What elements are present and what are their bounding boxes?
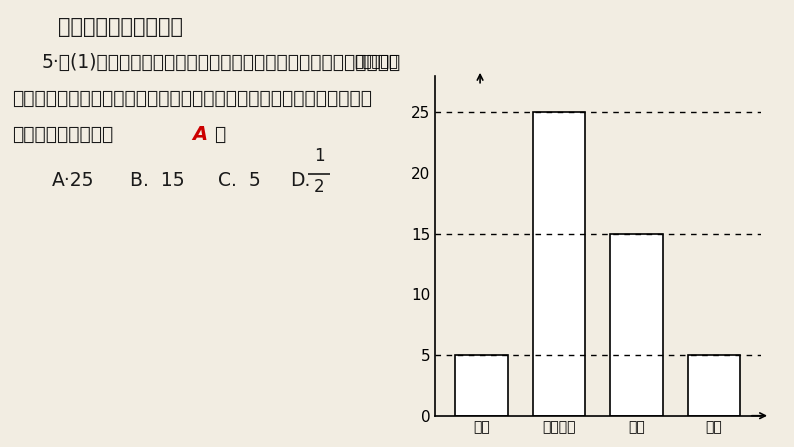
Text: ）: ） <box>214 125 225 144</box>
Y-axis label: 人数（人）: 人数（人） <box>355 54 399 69</box>
Bar <box>611 234 663 416</box>
Text: D.: D. <box>290 171 310 190</box>
Text: 演艺明星的频数是（: 演艺明星的频数是（ <box>12 125 114 144</box>
Text: 1: 1 <box>314 147 324 165</box>
Text: A·25: A·25 <box>52 171 94 190</box>
Text: A: A <box>192 125 207 144</box>
Bar <box>688 355 741 416</box>
Text: C.  5: C. 5 <box>218 171 260 190</box>
Text: B.  15: B. 15 <box>130 171 185 190</box>
Text: 5·九(1)班进行一次「你心目中最喜欢的一个演艺明星」问卷调查，将: 5·九(1)班进行一次「你心目中最喜欢的一个演艺明星」问卷调查，将 <box>42 53 401 72</box>
Bar <box>533 112 585 416</box>
Text: 2: 2 <box>314 178 324 196</box>
Text: 知识点二：频数与频率: 知识点二：频数与频率 <box>58 17 183 37</box>
Bar <box>455 355 508 416</box>
Text: 数据整理后绘制成统计图，如图，根据图中信息可得，最受同学们喜欢的: 数据整理后绘制成统计图，如图，根据图中信息可得，最受同学们喜欢的 <box>12 89 372 108</box>
